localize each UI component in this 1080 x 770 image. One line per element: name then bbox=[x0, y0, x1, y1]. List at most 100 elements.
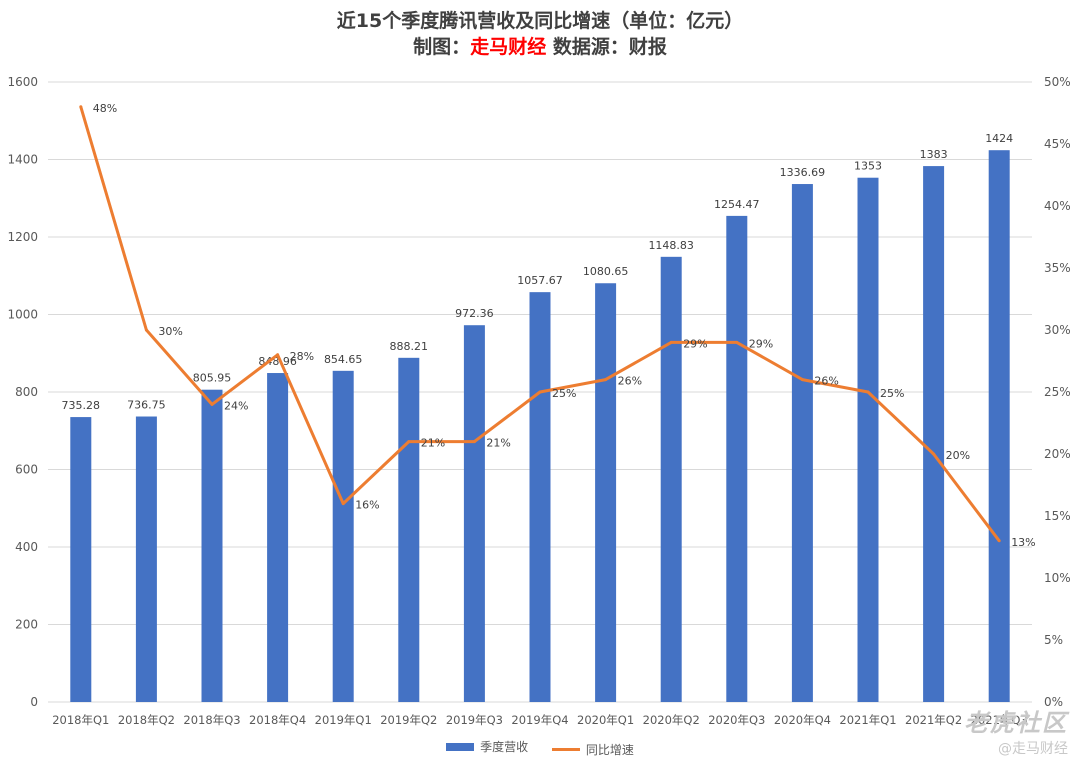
bar-data-label: 1057.67 bbox=[517, 274, 563, 287]
x-tick-label: 2020年Q1 bbox=[577, 713, 634, 727]
x-tick-label: 2019年Q1 bbox=[315, 713, 372, 727]
bar bbox=[660, 256, 682, 702]
bar bbox=[988, 150, 1010, 702]
bar bbox=[135, 416, 157, 702]
bar-data-label: 1353 bbox=[854, 160, 882, 173]
bar-data-label: 735.28 bbox=[62, 399, 101, 412]
bar bbox=[463, 325, 485, 702]
growth-point bbox=[932, 452, 936, 456]
growth-data-label: 29% bbox=[749, 337, 773, 350]
growth-data-label: 29% bbox=[683, 337, 707, 350]
x-tick-label: 2020年Q4 bbox=[774, 713, 831, 727]
growth-data-label: 25% bbox=[880, 387, 904, 400]
bar bbox=[398, 357, 420, 702]
growth-point bbox=[79, 105, 83, 109]
growth-point bbox=[210, 402, 214, 406]
y-right-tick-label: 20% bbox=[1044, 447, 1071, 461]
bar-data-label: 888.21 bbox=[390, 340, 429, 353]
x-tick-label: 2019年Q2 bbox=[380, 713, 437, 727]
x-tick-label: 2018年Q1 bbox=[52, 713, 109, 727]
growth-point bbox=[800, 378, 804, 382]
growth-data-label: 25% bbox=[552, 387, 576, 400]
y-left-tick-label: 600 bbox=[15, 463, 38, 477]
growth-point bbox=[472, 440, 476, 444]
bar-data-label: 1336.69 bbox=[780, 166, 826, 179]
bar bbox=[791, 184, 813, 703]
y-left-tick-label: 400 bbox=[15, 540, 38, 554]
bar-data-label: 736.75 bbox=[127, 399, 166, 412]
growth-data-label: 13% bbox=[1011, 536, 1035, 549]
chart-title: 近15个季度腾讯营收及同比增速（单位：亿元） 制图：走马财经 数据源：财报 bbox=[0, 8, 1080, 60]
growth-data-label: 28% bbox=[290, 350, 314, 363]
legend-item-revenue: 季度营收 bbox=[446, 738, 528, 755]
bar-data-label: 854.65 bbox=[324, 353, 363, 366]
growth-point bbox=[669, 340, 673, 344]
growth-data-label: 26% bbox=[814, 375, 838, 388]
legend-line-swatch bbox=[551, 747, 580, 751]
legend-label-revenue: 季度营收 bbox=[480, 740, 529, 754]
y-right-tick-label: 15% bbox=[1044, 509, 1071, 523]
y-left-tick-label: 200 bbox=[15, 618, 38, 632]
bar bbox=[267, 373, 289, 702]
growth-point bbox=[341, 502, 345, 506]
y-right-tick-label: 30% bbox=[1044, 323, 1071, 337]
bar-data-label: 1080.65 bbox=[583, 265, 629, 278]
x-tick-label: 2020年Q2 bbox=[643, 713, 700, 727]
x-tick-label: 2018年Q2 bbox=[118, 713, 175, 727]
bar bbox=[332, 370, 354, 702]
growth-data-label: 24% bbox=[224, 399, 248, 412]
y-right-tick-label: 25% bbox=[1044, 385, 1071, 399]
title-suffix: 数据源：财报 bbox=[546, 36, 667, 58]
y-left-tick-label: 1000 bbox=[7, 308, 38, 322]
x-tick-label: 2019年Q3 bbox=[446, 713, 503, 727]
y-left-tick-label: 0 bbox=[30, 695, 38, 709]
growth-point bbox=[144, 328, 148, 332]
growth-point bbox=[538, 390, 542, 394]
y-left-tick-label: 800 bbox=[15, 385, 38, 399]
chart-title-line1: 近15个季度腾讯营收及同比增速（单位：亿元） bbox=[336, 10, 744, 32]
watermark: 老虎社区 @走马财经 bbox=[964, 703, 1068, 758]
bar-data-label: 1383 bbox=[920, 148, 948, 161]
legend-bar-swatch bbox=[446, 742, 475, 751]
growth-point bbox=[997, 539, 1001, 543]
growth-data-label: 21% bbox=[421, 437, 445, 450]
title-prefix: 制图： bbox=[413, 36, 471, 58]
growth-data-label: 16% bbox=[355, 499, 379, 512]
bar bbox=[529, 292, 551, 702]
growth-data-label: 21% bbox=[486, 437, 510, 450]
y-right-tick-label: 10% bbox=[1044, 571, 1071, 585]
growth-point bbox=[604, 378, 608, 382]
bar bbox=[726, 215, 748, 702]
growth-data-label: 30% bbox=[158, 325, 182, 338]
growth-point bbox=[276, 353, 280, 357]
x-tick-label: 2021年Q2 bbox=[905, 713, 962, 727]
growth-point bbox=[735, 340, 739, 344]
bar-data-label: 972.36 bbox=[455, 307, 494, 320]
x-tick-label: 2020年Q3 bbox=[708, 713, 765, 727]
bar-data-label: 1254.47 bbox=[714, 198, 760, 211]
bar-data-label: 848.96 bbox=[258, 355, 297, 368]
x-tick-label: 2018年Q3 bbox=[183, 713, 240, 727]
legend: 季度营收 同比增速 bbox=[0, 738, 1080, 758]
growth-point bbox=[866, 390, 870, 394]
bar bbox=[595, 283, 617, 702]
x-tick-label: 2021年Q3 bbox=[971, 713, 1028, 727]
y-left-tick-label: 1200 bbox=[7, 230, 38, 244]
y-right-tick-label: 5% bbox=[1044, 633, 1063, 647]
x-tick-label: 2019年Q4 bbox=[511, 713, 568, 727]
x-tick-label: 2021年Q1 bbox=[839, 713, 896, 727]
y-left-tick-label: 1600 bbox=[7, 75, 38, 89]
bar-data-label: 1148.83 bbox=[648, 239, 694, 252]
y-right-tick-label: 40% bbox=[1044, 199, 1071, 213]
x-tick-label: 2018年Q4 bbox=[249, 713, 306, 727]
growth-data-label: 20% bbox=[946, 449, 970, 462]
growth-point bbox=[407, 440, 411, 444]
y-right-tick-label: 0% bbox=[1044, 695, 1063, 709]
title-brand: 走马财经 bbox=[470, 36, 547, 58]
bar bbox=[201, 389, 223, 702]
y-right-tick-label: 45% bbox=[1044, 137, 1071, 151]
watermark-handle: @走马财经 bbox=[998, 741, 1068, 757]
growth-data-label: 26% bbox=[618, 375, 642, 388]
bar-data-label: 805.95 bbox=[193, 372, 232, 385]
